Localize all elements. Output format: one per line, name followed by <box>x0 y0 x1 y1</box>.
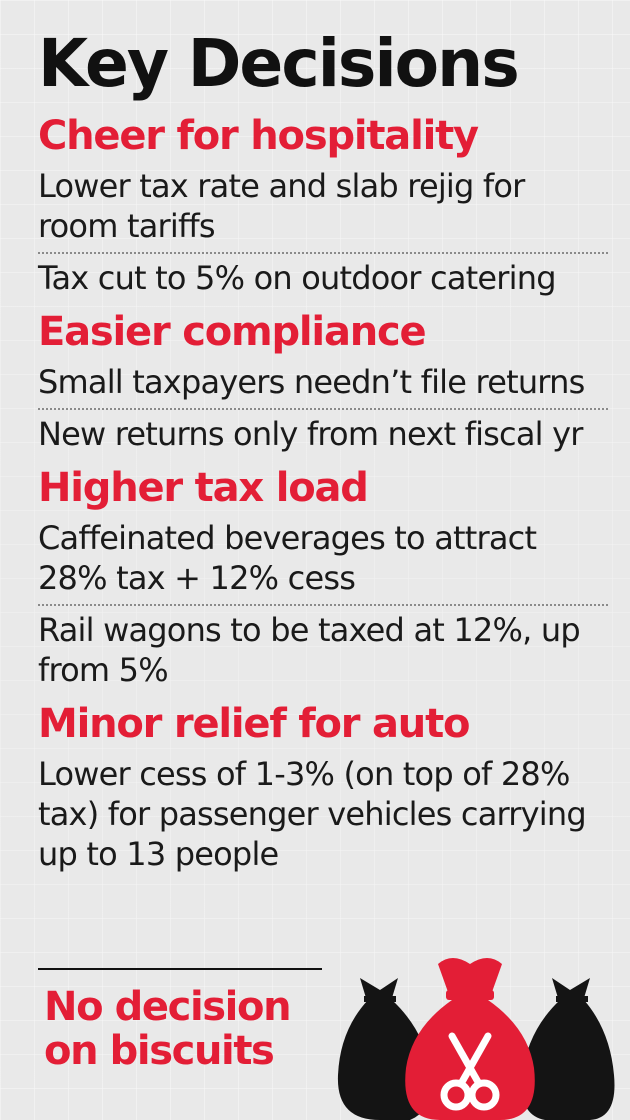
list-item: Caffeinated beverages to attract 28% tax… <box>38 519 537 597</box>
section-auto: Minor relief for auto Lower cess of 1-3%… <box>38 700 608 880</box>
footer-note: No decision on biscuits <box>44 984 292 1074</box>
section-compliance: Easier compliance Small taxpayers needn’… <box>38 308 608 460</box>
money-bag-icon <box>405 958 535 1120</box>
page-title: Key Decisions <box>38 25 520 102</box>
list-item: Lower cess of 1-3% (on top of 28% tax) f… <box>38 755 587 873</box>
section-heading: Cheer for hospitality <box>38 113 479 159</box>
money-bag-icon <box>521 978 615 1120</box>
money-bags-illustration <box>337 958 615 1120</box>
scissors-icon <box>440 1032 500 1111</box>
section-heading: Easier compliance <box>38 309 427 355</box>
footer-line: No decision <box>44 984 292 1030</box>
list-item: Lower tax rate and slab rejig for room t… <box>38 167 525 245</box>
section-tax-load: Higher tax load Caffeinated beverages to… <box>38 464 608 696</box>
content: Key Decisions Cheer for hospitality Lowe… <box>38 20 608 880</box>
divider <box>38 968 322 970</box>
list-item: Rail wagons to be taxed at 12%, up from … <box>38 604 608 696</box>
list-item: Tax cut to 5% on outdoor catering <box>38 252 608 304</box>
list-item: New returns only from next fiscal yr <box>38 408 608 460</box>
list-item: Small taxpayers needn’t file returns <box>38 363 585 401</box>
section-heading: Higher tax load <box>38 465 369 511</box>
section-heading: Minor relief for auto <box>38 701 470 747</box>
section-hospitality: Cheer for hospitality Lower tax rate and… <box>38 112 608 304</box>
footer-line: on biscuits <box>44 1028 275 1074</box>
